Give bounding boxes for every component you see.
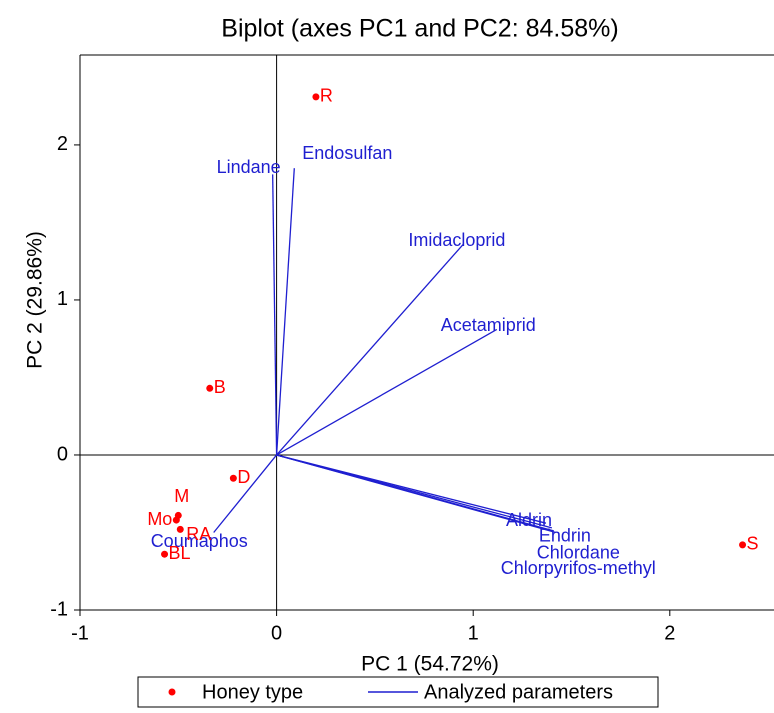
point-label: B	[214, 377, 226, 397]
x-tick-label: 0	[271, 622, 282, 644]
vector-label: Imidacloprid	[408, 230, 505, 250]
point-label: S	[747, 534, 759, 554]
chart-title: Biplot (axes PC1 and PC2: 84.58%)	[221, 15, 618, 43]
point-label: M	[174, 486, 189, 506]
observation-point	[229, 474, 237, 482]
observation-point	[161, 550, 169, 558]
legend-marker	[168, 688, 176, 696]
observation-point	[172, 516, 180, 524]
loading-vector	[276, 454, 556, 534]
point-label: Mo	[147, 509, 172, 529]
loading-vector	[213, 454, 278, 533]
vector-label: Chlordane	[537, 543, 620, 563]
x-tick-label: 1	[468, 622, 479, 644]
x-axis-label: PC 1 (54.72%)	[361, 653, 499, 676]
loading-vector	[272, 174, 278, 455]
x-tick-label: -1	[71, 622, 89, 644]
legend-label: Analyzed parameters	[424, 681, 613, 703]
point-label: R	[320, 86, 333, 106]
observation-point	[176, 525, 184, 533]
observation-point	[739, 541, 747, 549]
legend-box	[137, 676, 659, 708]
point-label: RA	[186, 524, 211, 544]
vector-label: Lindane	[217, 157, 281, 177]
observation-point	[312, 93, 320, 101]
point-label: D	[237, 467, 250, 487]
observation-point	[206, 384, 214, 392]
loading-vector	[275, 168, 295, 456]
loading-vector	[276, 243, 464, 456]
y-tick-label: 0	[57, 443, 68, 465]
point-label: BL	[169, 543, 191, 563]
y-tick-label: 2	[57, 133, 68, 155]
vector-label: Endosulfan	[302, 143, 392, 163]
y-axis-label: PC 2 (29.86%)	[24, 231, 47, 369]
vector-label: Chlorpyrifos-methyl	[501, 558, 656, 578]
vector-label: Acetamiprid	[441, 315, 536, 335]
y-tick-label: 1	[57, 288, 68, 310]
y-tick-label: -1	[50, 598, 68, 620]
x-tick-label: 2	[664, 622, 675, 644]
loading-vector	[276, 328, 498, 456]
vector-label: Coumaphos	[151, 531, 248, 551]
legend-label: Honey type	[202, 681, 303, 703]
